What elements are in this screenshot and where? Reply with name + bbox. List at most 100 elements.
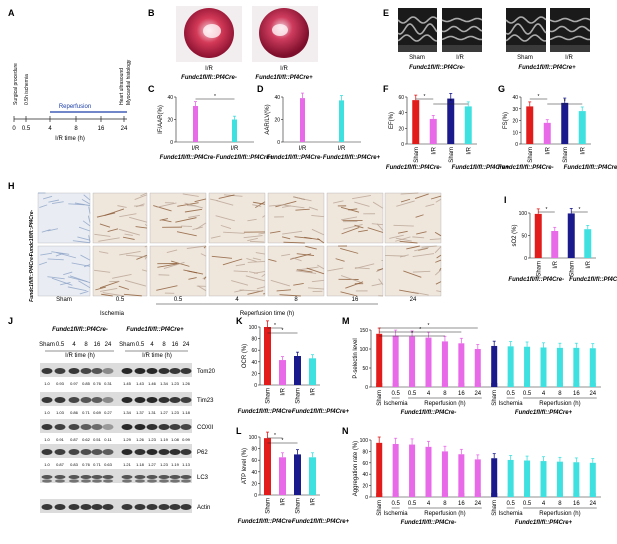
y-tick-label: 50: [521, 234, 527, 240]
blot-quant-value: 0.69: [93, 410, 102, 415]
x-tick-label: I/R: [311, 387, 317, 395]
blot-quant-value: 1.46: [148, 381, 157, 386]
x-tick-label: 8: [558, 501, 562, 507]
j-time-label: Sham: [39, 342, 55, 348]
y-tick-label: 80: [362, 449, 368, 455]
genotype-label: Fundc1fl/fl::Pf4Cre-: [401, 410, 457, 416]
blot-quant-value: 1.45: [123, 381, 132, 386]
significance-mark: *: [546, 207, 548, 213]
significance-mark: *: [274, 433, 276, 439]
significance-mark: *: [538, 94, 540, 100]
blot-quant-value: 1.23: [171, 381, 180, 386]
panel-label-j: J: [8, 316, 13, 326]
h-ischemia-label: Ischemia: [100, 311, 125, 317]
h-reperfusion-label: Reperfusion time (h): [240, 311, 294, 317]
h-col-label: 16: [352, 297, 359, 303]
x-tick-label: 16: [573, 501, 580, 507]
x-tick-label: I/R: [281, 497, 287, 505]
chart-panel-k: 0 20 40 60 80 100 OCR (%) Sham I/R Sham I/R * * Fundc…: [238, 320, 350, 415]
histology-tile: [384, 192, 442, 244]
blot-quant-value: 1.31: [148, 410, 157, 415]
j-time-label: 24: [183, 342, 190, 348]
bar: [409, 336, 416, 387]
y-tick-label: 60: [251, 348, 257, 354]
y-tick-label: 40: [251, 470, 257, 476]
blot-quant-value: 1.26: [182, 381, 191, 386]
blot-quant-value: 0.62: [82, 437, 91, 442]
h-col-label: 4: [235, 297, 239, 303]
x-tick-label: Sham: [377, 390, 383, 406]
group-label: Reperfusion (h): [539, 511, 580, 517]
bar: [264, 327, 271, 385]
genotype-label: Fundc1fl/fl::Pf4Cre+: [292, 409, 350, 415]
x-tick-label: Sham: [569, 261, 575, 277]
bar: [540, 461, 547, 497]
panel-label-i: I: [504, 195, 507, 205]
e-ir-2: I/R: [565, 55, 573, 61]
b-ir-label-1: I/R: [205, 66, 213, 72]
blot-protein-label: COXII: [197, 425, 214, 431]
h-col-label: Sham: [56, 297, 72, 303]
x-tick-label: Sham: [492, 390, 498, 406]
y-axis-label: FS(%): [503, 112, 509, 129]
x-tick-label: 0.5: [523, 391, 532, 397]
group-label: Reperfusion (h): [424, 401, 465, 407]
j-time-label: Sham: [119, 342, 135, 348]
j-time-label: 4: [72, 342, 76, 348]
x-tick-label: 0.5: [506, 391, 515, 397]
a-tick-label: 8: [74, 126, 78, 132]
blot-quant-value: 0.76: [82, 462, 91, 467]
blot-quant-value: 0.97: [70, 381, 79, 386]
bar: [425, 337, 432, 387]
x-tick-label: 0.5: [408, 391, 417, 397]
x-tick-label: I/R: [553, 260, 559, 268]
bar: [392, 335, 399, 387]
histology-tile: [149, 245, 207, 297]
a-tick-label: 24: [121, 126, 128, 132]
h-col-label: 8: [294, 297, 298, 303]
blot-quant-value: 1.0: [44, 437, 50, 442]
panel-a-timeline: 0 0.5 4 8 16 24 Reperfusion I/R time (h) Surg…: [12, 59, 132, 142]
group-label: Ischemia: [499, 401, 524, 407]
y-tick-label: 0: [515, 142, 518, 148]
bar: [264, 438, 271, 495]
x-tick-label: 4: [542, 391, 546, 397]
y-tick-label: 100: [360, 438, 369, 444]
blot-quant-value: 0.91: [56, 437, 65, 442]
panel-label-f: F: [383, 84, 389, 94]
group-label: Ischemia: [499, 511, 524, 517]
blot-quant-value: 0.71: [82, 410, 91, 415]
bar: [193, 106, 198, 142]
bar: [561, 102, 569, 144]
y-tick-label: 20: [251, 371, 257, 377]
bar: [589, 462, 596, 497]
bar: [425, 446, 432, 497]
b-ir-label-2: I/R: [280, 66, 288, 72]
histology-tile: [92, 245, 148, 297]
histology-tile: [208, 192, 266, 244]
e-sham-1: Sham: [409, 55, 425, 61]
e-sham-2: Sham: [517, 55, 533, 61]
blot-row: Tom20 1.0 0.93 0.97 0.85 0.76 0.31 1.45 1.43 1.46…: [40, 363, 216, 386]
y-tick-label: 40: [362, 472, 368, 478]
blot-quant-value: 1.43: [136, 381, 145, 386]
b-genotype-plus: Fundc1fl/fl::Pf4Cre+: [255, 75, 313, 81]
x-tick-label: Sham: [266, 498, 272, 514]
blot-quant-value: 1.37: [136, 410, 145, 415]
x-tick-label: Sham: [536, 261, 542, 277]
genotype-label: Fundc1fl/fl::Pf4Cre+: [515, 410, 573, 416]
blot-protein-label: Tom20: [197, 369, 216, 375]
y-tick-label: 0: [524, 256, 527, 262]
heart-section-cre-plus: [252, 6, 318, 62]
y-tick-label: 20: [362, 484, 368, 490]
bar: [376, 333, 383, 387]
blot-quant-value: 1.23: [148, 437, 157, 442]
bar: [540, 347, 547, 387]
h-row-1-label: Fundc1fl/fl::Pf4Cre-: [29, 209, 35, 256]
x-tick-label: I/R: [338, 146, 346, 152]
significance-mark: *: [214, 94, 216, 100]
blot-row: Tim23 1.0 1.03 0.86 0.71 0.69 0.27 1.34 1.37 1.31…: [40, 392, 214, 415]
bar: [589, 348, 596, 387]
